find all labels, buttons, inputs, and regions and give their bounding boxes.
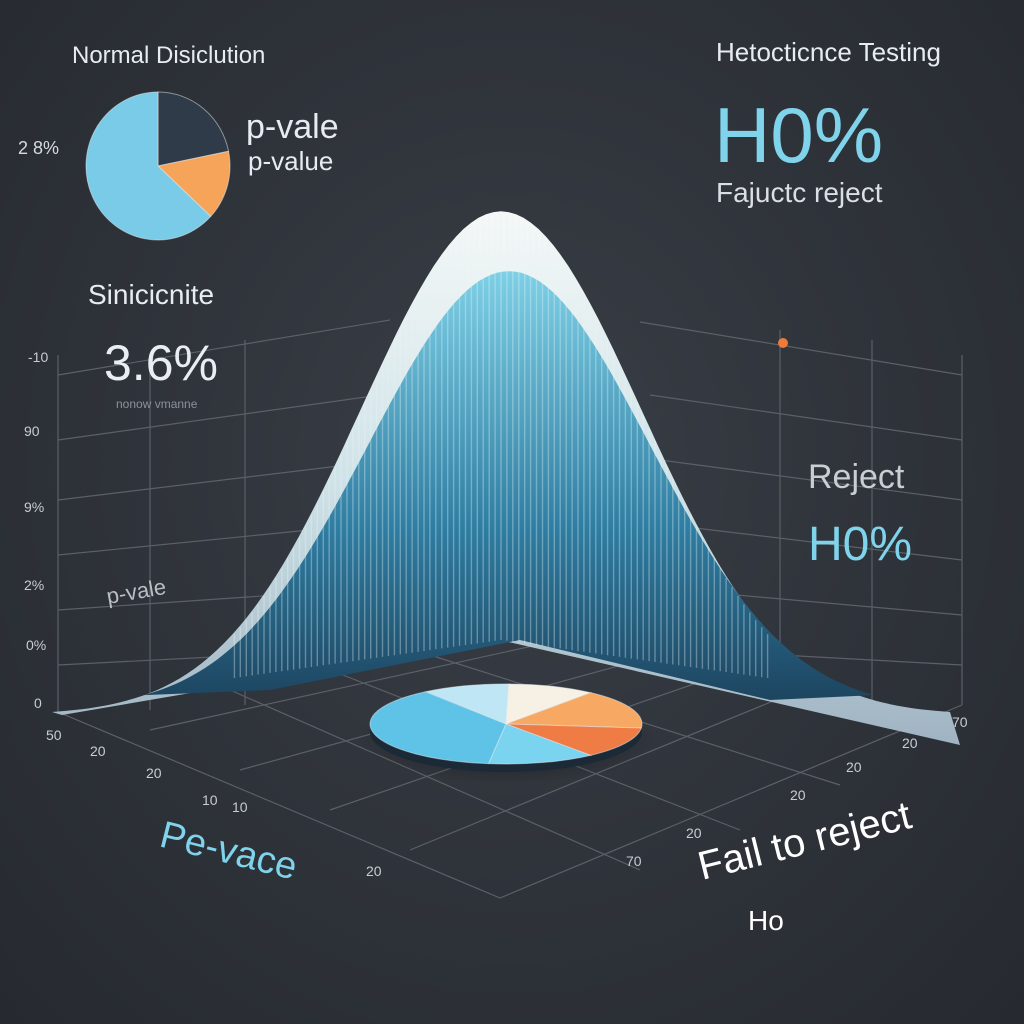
y-tick: -10: [28, 349, 48, 365]
x-tick: 20: [366, 863, 382, 879]
stat-sub: nonow vmanne: [116, 397, 198, 411]
bell-curve: [52, 211, 960, 746]
caption: Fajuctc reject: [716, 177, 883, 208]
origin-tick: 50: [46, 727, 62, 743]
panel-title: Hetocticnce Testing: [716, 37, 941, 67]
x-axis-ticks-left: 20 20 10 10 20: [90, 743, 382, 879]
curve-stripes: [233, 213, 769, 678]
axis-label-left: Pе-vace: [156, 814, 301, 888]
stat-value: 3.6%: [104, 335, 218, 391]
y-tick: 90: [24, 423, 40, 439]
y-tick: 2%: [24, 577, 44, 593]
pie-label-secondary: p-value: [248, 146, 333, 176]
curve-inner-surface: [144, 271, 874, 700]
x-tick: 20: [146, 765, 162, 781]
x-tick: 10: [202, 792, 218, 808]
x-tick: 20: [686, 825, 702, 841]
x-tick: 10: [232, 799, 248, 815]
base-pie-slice: [487, 723, 593, 765]
base-pie-slice: [505, 683, 593, 725]
axis-label-right-sub: Ho: [748, 905, 784, 936]
x-tick: 70: [626, 853, 642, 869]
base-pie-slice: [505, 723, 643, 756]
highlight-dot: [778, 338, 788, 348]
x-tick: 20: [790, 787, 806, 803]
y-axis-ticks: -10 90 9% 2% 0% 0 50: [24, 349, 62, 743]
x-tick: 20: [846, 759, 862, 775]
pie-slice: [156, 150, 231, 218]
pie-slice: [157, 91, 230, 167]
significance-stat: Sinicicnite 3.6% nonow vmanne: [88, 279, 218, 411]
x-axis-ticks-right: 70 20 20 20 20 70: [626, 714, 968, 869]
stat-label: Sinicicnite: [88, 279, 214, 310]
base-pie-slice: [369, 691, 507, 765]
y-tick: 0: [34, 695, 42, 711]
panel-title: Normal Disiclution: [72, 42, 265, 69]
x-tick: 70: [952, 714, 968, 730]
top-left-panel: Normal Disiclution 2 8% p-vale p-value: [18, 42, 339, 241]
axis-label-right: Fail to reject: [694, 793, 916, 888]
stat-label: Reject: [808, 458, 905, 496]
stat-value: H0%: [808, 518, 912, 571]
pie-slice: [85, 91, 212, 241]
reject-stat: Reject H0%: [808, 458, 912, 571]
pvalue-pie: [85, 91, 231, 241]
big-value: H0%: [714, 91, 883, 179]
y-tick: 9%: [24, 499, 44, 515]
x-tick: 20: [90, 743, 106, 759]
side-value: 2 8%: [18, 138, 59, 158]
base-pie-slice: [424, 683, 510, 725]
y-tick: 0%: [26, 637, 46, 653]
x-tick: 20: [902, 735, 918, 751]
base-pie: [358, 683, 658, 784]
pie-label-primary: p-vale: [246, 108, 339, 146]
top-right-panel: Hetocticnce Testing H0% Fajuctc reject: [714, 37, 941, 208]
grid-lines: [57, 319, 963, 899]
base-pie-slice: [505, 692, 643, 729]
